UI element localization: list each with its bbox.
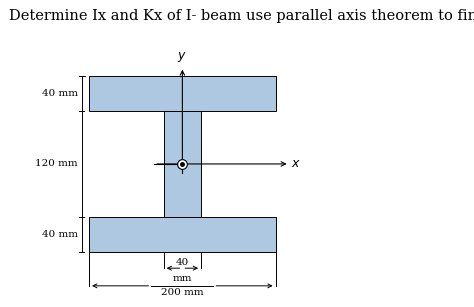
Bar	[89, 217, 275, 252]
Text: 120 mm: 120 mm	[36, 159, 78, 169]
Text: $y$: $y$	[177, 50, 187, 64]
Text: 40: 40	[176, 258, 189, 267]
Text: Determine Ix and Kx of I- beam use parallel axis theorem to find Ix: Determine Ix and Kx of I- beam use paral…	[9, 9, 474, 23]
Text: 200 mm: 200 mm	[161, 288, 204, 297]
Text: 40 mm: 40 mm	[42, 89, 78, 98]
Bar	[164, 111, 201, 217]
Text: mm: mm	[173, 274, 192, 283]
Bar	[89, 76, 275, 111]
Text: 40 mm: 40 mm	[42, 230, 78, 239]
Text: $x$: $x$	[292, 157, 301, 170]
